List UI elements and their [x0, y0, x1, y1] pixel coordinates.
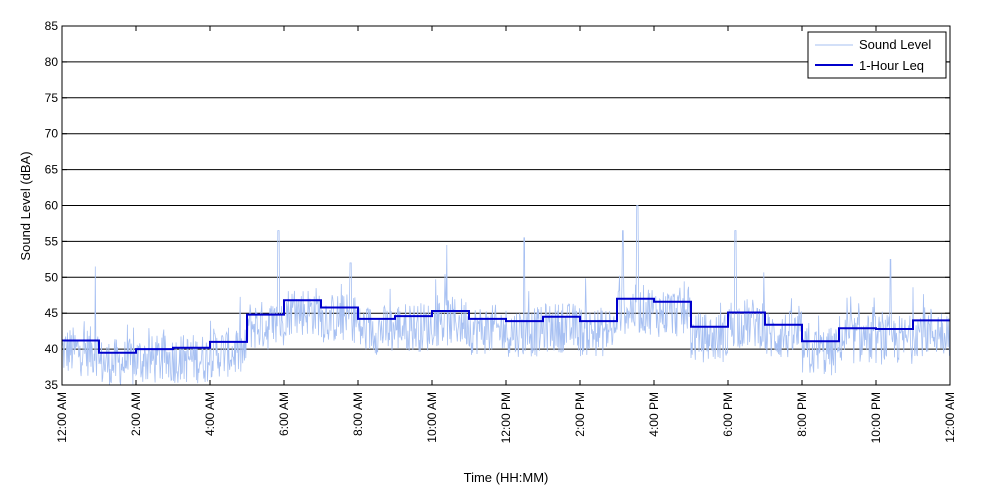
x-axis: 12:00 AM 2:00 AM 4:00 AM 6:00 AM 8:00 AM 10:0…	[55, 26, 957, 443]
legend-box	[807, 31, 947, 79]
y-tick-label-70: 70	[45, 127, 59, 141]
y-tick-label-60: 60	[45, 199, 59, 213]
x-tick-label-4: 8:00 AM	[351, 392, 365, 436]
x-tick-label-9: 6:00 PM	[721, 392, 735, 437]
y-tick-label-65: 65	[45, 163, 59, 177]
y-tick-label-40: 40	[45, 342, 59, 356]
y-axis: 35 40 45 50 55 60 65 70 75 80 85	[45, 19, 950, 392]
series-1-hour-leq-line	[62, 297, 950, 354]
x-tick-label-12: 12:00 AM	[943, 392, 957, 443]
x-tick-label-8: 4:00 PM	[647, 392, 661, 437]
x-tick-label-11: 10:00 PM	[869, 392, 883, 443]
plot-frame	[61, 25, 951, 386]
y-tick-label-85: 85	[45, 19, 59, 33]
legend: Sound Level 1-Hour Leq	[807, 31, 947, 79]
y-axis-title: Sound Level (dBA)	[18, 151, 33, 260]
y-tick-label-35: 35	[45, 378, 59, 392]
y-tick-label-75: 75	[45, 91, 59, 105]
x-tick-label-2: 4:00 AM	[203, 392, 217, 436]
y-tick-label-50: 50	[45, 270, 59, 284]
x-tick-label-10: 8:00 PM	[795, 392, 809, 437]
y-tick-label-45: 45	[45, 306, 59, 320]
y-tick-label-55: 55	[45, 234, 59, 248]
legend-label-1-hour-leq: 1-Hour Leq	[859, 58, 924, 73]
x-tick-label-6: 12:00 PM	[499, 392, 513, 443]
x-tick-label-5: 10:00 AM	[425, 392, 439, 443]
legend-label-sound-level: Sound Level	[859, 37, 931, 52]
x-tick-label-3: 6:00 AM	[277, 392, 291, 436]
x-tick-label-1: 2:00 AM	[129, 392, 143, 436]
x-tick-label-7: 2:00 PM	[573, 392, 587, 437]
x-axis-title: Time (HH:MM)	[464, 470, 549, 485]
y-tick-label-80: 80	[45, 55, 59, 69]
series-layer	[61, 205, 951, 386]
x-tick-label-0: 12:00 AM	[55, 392, 69, 443]
